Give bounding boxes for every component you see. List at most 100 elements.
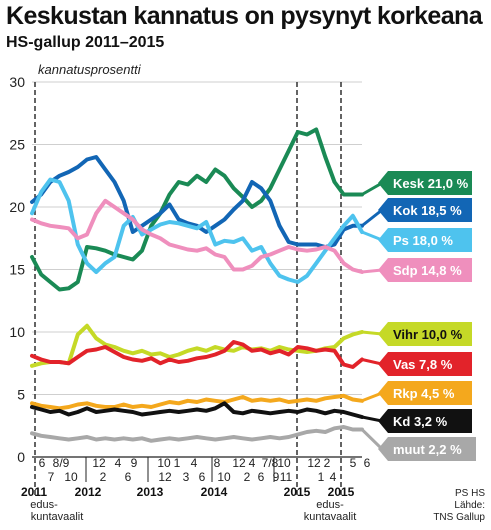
legend-box (378, 228, 472, 252)
x-year-label: 2011 (21, 485, 47, 499)
x-tick-label: 10 (64, 470, 78, 484)
x-tick-label: 10 (157, 456, 171, 470)
series-line-kesk (30, 127, 364, 292)
source-note: PS HS (455, 488, 485, 499)
x-tick-label: 4 (249, 456, 256, 470)
x-year-label: 2013 (137, 485, 164, 499)
x-tick-label: 9 (273, 470, 280, 484)
legend-box (378, 171, 472, 195)
x-tick-label: 7/8 (262, 456, 279, 470)
series-line-vihr (30, 323, 364, 368)
legend-item-ps: Ps 18,0 % (378, 228, 472, 252)
x-tick-label: 5 (350, 456, 357, 470)
series-line-muut (30, 425, 364, 443)
legend-connector (361, 181, 383, 196)
x-tick-label: 10 (217, 470, 231, 484)
y-tick-label: 15 (9, 262, 25, 278)
x-tick-label: 9 (131, 456, 138, 470)
x-tick-label: 1 (318, 470, 325, 484)
series-line-sdp (30, 198, 364, 274)
legend-connector (361, 391, 383, 403)
x-tick-label: 10 (277, 456, 291, 470)
x-tick-label: 8 (214, 456, 221, 470)
legend-label: Sdp 14,8 % (393, 263, 462, 278)
legend-item-kok: Kok 18,5 % (378, 198, 472, 222)
legend-box (378, 352, 472, 376)
legend-label: Rkp 4,5 % (393, 386, 455, 401)
y-axis-label: kannatusprosentti (38, 62, 142, 77)
x-tick-label: 3 (183, 470, 190, 484)
legend-box (378, 409, 472, 433)
source-note: TNS Gallup (433, 512, 485, 523)
legend-label: Ps 18,0 % (393, 233, 453, 248)
legend-item-sdp: Sdp 14,8 % (378, 258, 472, 282)
series-line-ps (30, 177, 364, 284)
x-tick-label: 12 (158, 470, 172, 484)
legend-box (378, 198, 472, 222)
legend-box (378, 322, 472, 346)
legend-item-rkp: Rkp 4,5 % (378, 381, 472, 405)
legend-item-vas: Vas 7,8 % (378, 352, 472, 376)
series-line-rkp (30, 393, 364, 411)
x-tick-label: 4 (191, 456, 198, 470)
chart-subtitle: HS-gallup 2011–2015 (6, 34, 165, 51)
y-tick-label: 5 (17, 387, 25, 403)
x-tick-label: 12 (307, 456, 321, 470)
y-tick-label: 0 (17, 449, 25, 465)
x-tick-label: 8/9 (53, 456, 70, 470)
x-tick-label: 12 (232, 456, 246, 470)
x-tick-label: 6 (125, 470, 132, 484)
x-tick-label: 7 (48, 470, 55, 484)
series-line-kd (30, 401, 364, 419)
election-annotation: kuntavaalit (31, 511, 84, 523)
legend-label: Kesk 21,0 % (393, 176, 469, 191)
legend-label: Kok 18,5 % (393, 203, 462, 218)
x-tick-label: 4 (330, 470, 337, 484)
legend-box (378, 437, 476, 461)
x-tick-label: 6 (258, 470, 265, 484)
x-tick-label: 6 (199, 470, 206, 484)
x-tick-label: 6 (39, 456, 46, 470)
election-annotation: kuntavaalit (304, 511, 357, 523)
x-year-label: 2012 (75, 485, 102, 499)
x-tick-label: 2 (324, 456, 331, 470)
legend: Kesk 21,0 % Kok 18,5 % Ps 18,0 % Sdp 14,8 %… (360, 171, 476, 461)
election-annotation: edus- (30, 499, 58, 511)
election-annotation: edus- (316, 499, 344, 511)
legend-connector (361, 230, 383, 242)
x-tick-label: 1 (174, 456, 181, 470)
x-tick-label: 11 (280, 470, 293, 484)
legend-box (378, 258, 472, 282)
legend-item-vihr: Vihr 10,0 % (378, 322, 472, 346)
x-year-label: 2015 (284, 485, 311, 499)
legend-item-kd: Kd 3,2 % (378, 409, 472, 433)
y-tick-label: 10 (9, 324, 25, 340)
legend-box (378, 381, 472, 405)
x-tick-label: 6 (364, 456, 371, 470)
axis-labels: 051015202530kannatusprosentti678/9101224… (9, 62, 485, 523)
y-tick-label: 25 (9, 137, 25, 153)
x-tick-label: 2 (244, 470, 251, 484)
x-tick-label: 4 (115, 456, 122, 470)
series-lines (30, 127, 364, 443)
y-tick-label: 20 (9, 199, 25, 215)
x-tick-label: 2 (100, 470, 107, 484)
series-line-kok (30, 155, 364, 249)
x-year-label: 2015 (328, 485, 355, 499)
legend-label: Vas 7,8 % (393, 357, 453, 372)
legend-connector (361, 208, 383, 227)
legend-label: muut 2,2 % (393, 442, 462, 457)
y-tick-label: 30 (9, 74, 25, 90)
legend-label: Vihr 10,0 % (393, 327, 463, 342)
chart-title: Keskustan kannatus on pysynyt korkeana (6, 2, 483, 30)
series-line-vas (30, 340, 364, 369)
legend-item-kesk: Kesk 21,0 % (378, 171, 472, 195)
legend-item-muut: muut 2,2 % (378, 437, 476, 461)
grid (32, 81, 362, 458)
source-note: Lähde: (454, 500, 485, 511)
x-tick-label: 12 (92, 456, 106, 470)
legend-label: Kd 3,2 % (393, 414, 448, 429)
x-year-label: 2014 (201, 485, 228, 499)
legend-connector (360, 428, 384, 451)
